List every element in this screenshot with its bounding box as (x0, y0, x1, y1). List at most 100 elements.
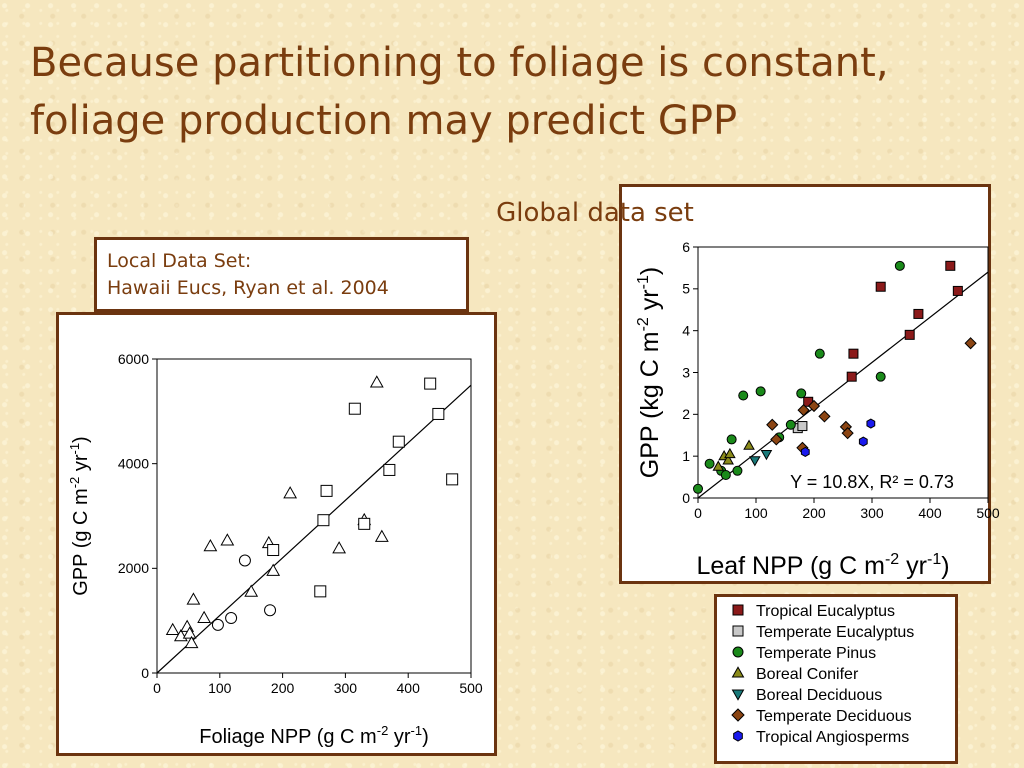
data-point (332, 541, 347, 554)
series-boreal-deciduous (749, 449, 773, 467)
legend-marker (732, 604, 744, 616)
data-point (369, 375, 384, 388)
data-point (182, 626, 197, 639)
data-point (770, 433, 783, 446)
legend-label: Tropical Angiosperms (756, 729, 909, 746)
series-square (267, 377, 459, 598)
legend-marker (731, 689, 745, 701)
data-point (374, 529, 389, 542)
data-point (797, 404, 810, 417)
y-tick-label: 0 (141, 665, 149, 681)
global-chart-panel: 0 100 200 300 400 500 0 1 2 3 4 5 6 Leaf NPP (g C m-2… (619, 184, 1000, 584)
local-scatter-chart: 0 100 200 300 400 500 0 2000 4000 6000 Foliage NPP… (67, 351, 483, 748)
data-point (358, 517, 371, 530)
data-point (749, 456, 761, 467)
legend-item: Temperate Deciduous (731, 708, 912, 725)
x-tick-label: 100 (208, 680, 232, 696)
y-tick-label: 4000 (118, 456, 149, 472)
global-chart-title: Global data set (496, 198, 694, 228)
legend-item: Tropical Angiosperms (733, 729, 909, 746)
data-point (952, 285, 963, 296)
data-point (264, 604, 277, 617)
legend-marker (731, 666, 745, 678)
data-point (348, 402, 361, 415)
slide-title: Because partitioning to foliage is const… (30, 40, 889, 144)
x-tick-label: 400 (918, 505, 942, 521)
data-point (800, 446, 810, 458)
series-tropical-eucalyptus (803, 260, 963, 407)
x-tick-label: 300 (860, 505, 884, 521)
data-point (848, 348, 859, 359)
legend-marker (732, 625, 744, 637)
data-point (724, 447, 736, 459)
data-point (964, 337, 977, 350)
data-point (317, 514, 330, 527)
y-tick-label: 1 (682, 448, 690, 464)
data-point (283, 486, 298, 499)
data-point (726, 434, 737, 445)
data-point (184, 635, 199, 649)
legend-label: Temperate Deciduous (756, 708, 912, 725)
series-triangle (165, 375, 389, 649)
legend-label: Temperate Pinus (756, 645, 876, 662)
legend-marker (731, 708, 745, 722)
regression-line (156, 384, 472, 674)
series-temperate-pinus (693, 260, 905, 494)
legend-marker (732, 646, 744, 658)
legend-item: Boreal Conifer (731, 666, 859, 683)
data-point (841, 427, 854, 440)
data-point (760, 449, 773, 461)
data-point (211, 618, 224, 631)
x-axis-label: Foliage NPP (g C m-2 yr-1) (199, 723, 429, 748)
x-tick-label: 200 (271, 680, 295, 696)
data-point (225, 612, 238, 625)
data-point (722, 454, 734, 465)
series-circle (211, 554, 277, 631)
data-point (814, 348, 825, 359)
data-point (818, 410, 831, 423)
x-tick-label: 400 (397, 680, 421, 696)
data-point (244, 584, 259, 597)
data-point (894, 260, 905, 271)
data-point (392, 435, 405, 448)
data-point (797, 421, 808, 432)
x-tick-label: 500 (976, 505, 1000, 521)
data-point (875, 371, 886, 382)
data-point (766, 418, 779, 431)
global-legend-items: Tropical Eucalyptus Temperate Eucalyptus T… (731, 603, 914, 746)
data-point (314, 585, 327, 598)
data-point (267, 544, 280, 557)
local-caption-line2: Hawaii Eucs, Ryan et al. 2004 (107, 277, 389, 299)
local-caption-line1: Local Data Set: (107, 250, 252, 272)
plot-area (156, 358, 472, 674)
series-temperate-deciduous (766, 337, 977, 454)
y-tick-label: 3 (682, 364, 690, 380)
x-axis-label: Leaf NPP (g C m-2 yr-1) (696, 551, 949, 580)
legend-marker (733, 730, 743, 742)
data-point (383, 463, 396, 476)
legend-item: Temperate Eucalyptus (732, 624, 914, 641)
global-legend: Tropical Eucalyptus Temperate Eucalyptus T… (714, 594, 958, 764)
data-point (755, 386, 766, 397)
y-tick-label: 4 (682, 323, 690, 339)
data-point (320, 484, 333, 497)
x-tick-label: 100 (744, 505, 768, 521)
data-point (785, 419, 796, 430)
series-tropical-angiosperms (800, 418, 876, 458)
legend-item: Boreal Deciduous (731, 687, 882, 704)
data-point (846, 371, 857, 382)
data-point (266, 563, 281, 576)
y-tick-label: 2000 (118, 560, 149, 576)
data-point (875, 281, 886, 292)
y-tick-label: 6000 (118, 351, 149, 367)
data-point (197, 610, 212, 623)
data-point (796, 388, 807, 399)
data-point (424, 377, 437, 390)
data-point (712, 460, 725, 471)
legend-label: Boreal Conifer (756, 666, 859, 683)
legend-label: Temperate Eucalyptus (756, 624, 914, 641)
data-point (238, 554, 251, 567)
regression-equation: Y = 10.8X, R² = 0.73 (790, 472, 954, 492)
data-point (738, 390, 749, 401)
x-tick-label: 300 (334, 680, 358, 696)
